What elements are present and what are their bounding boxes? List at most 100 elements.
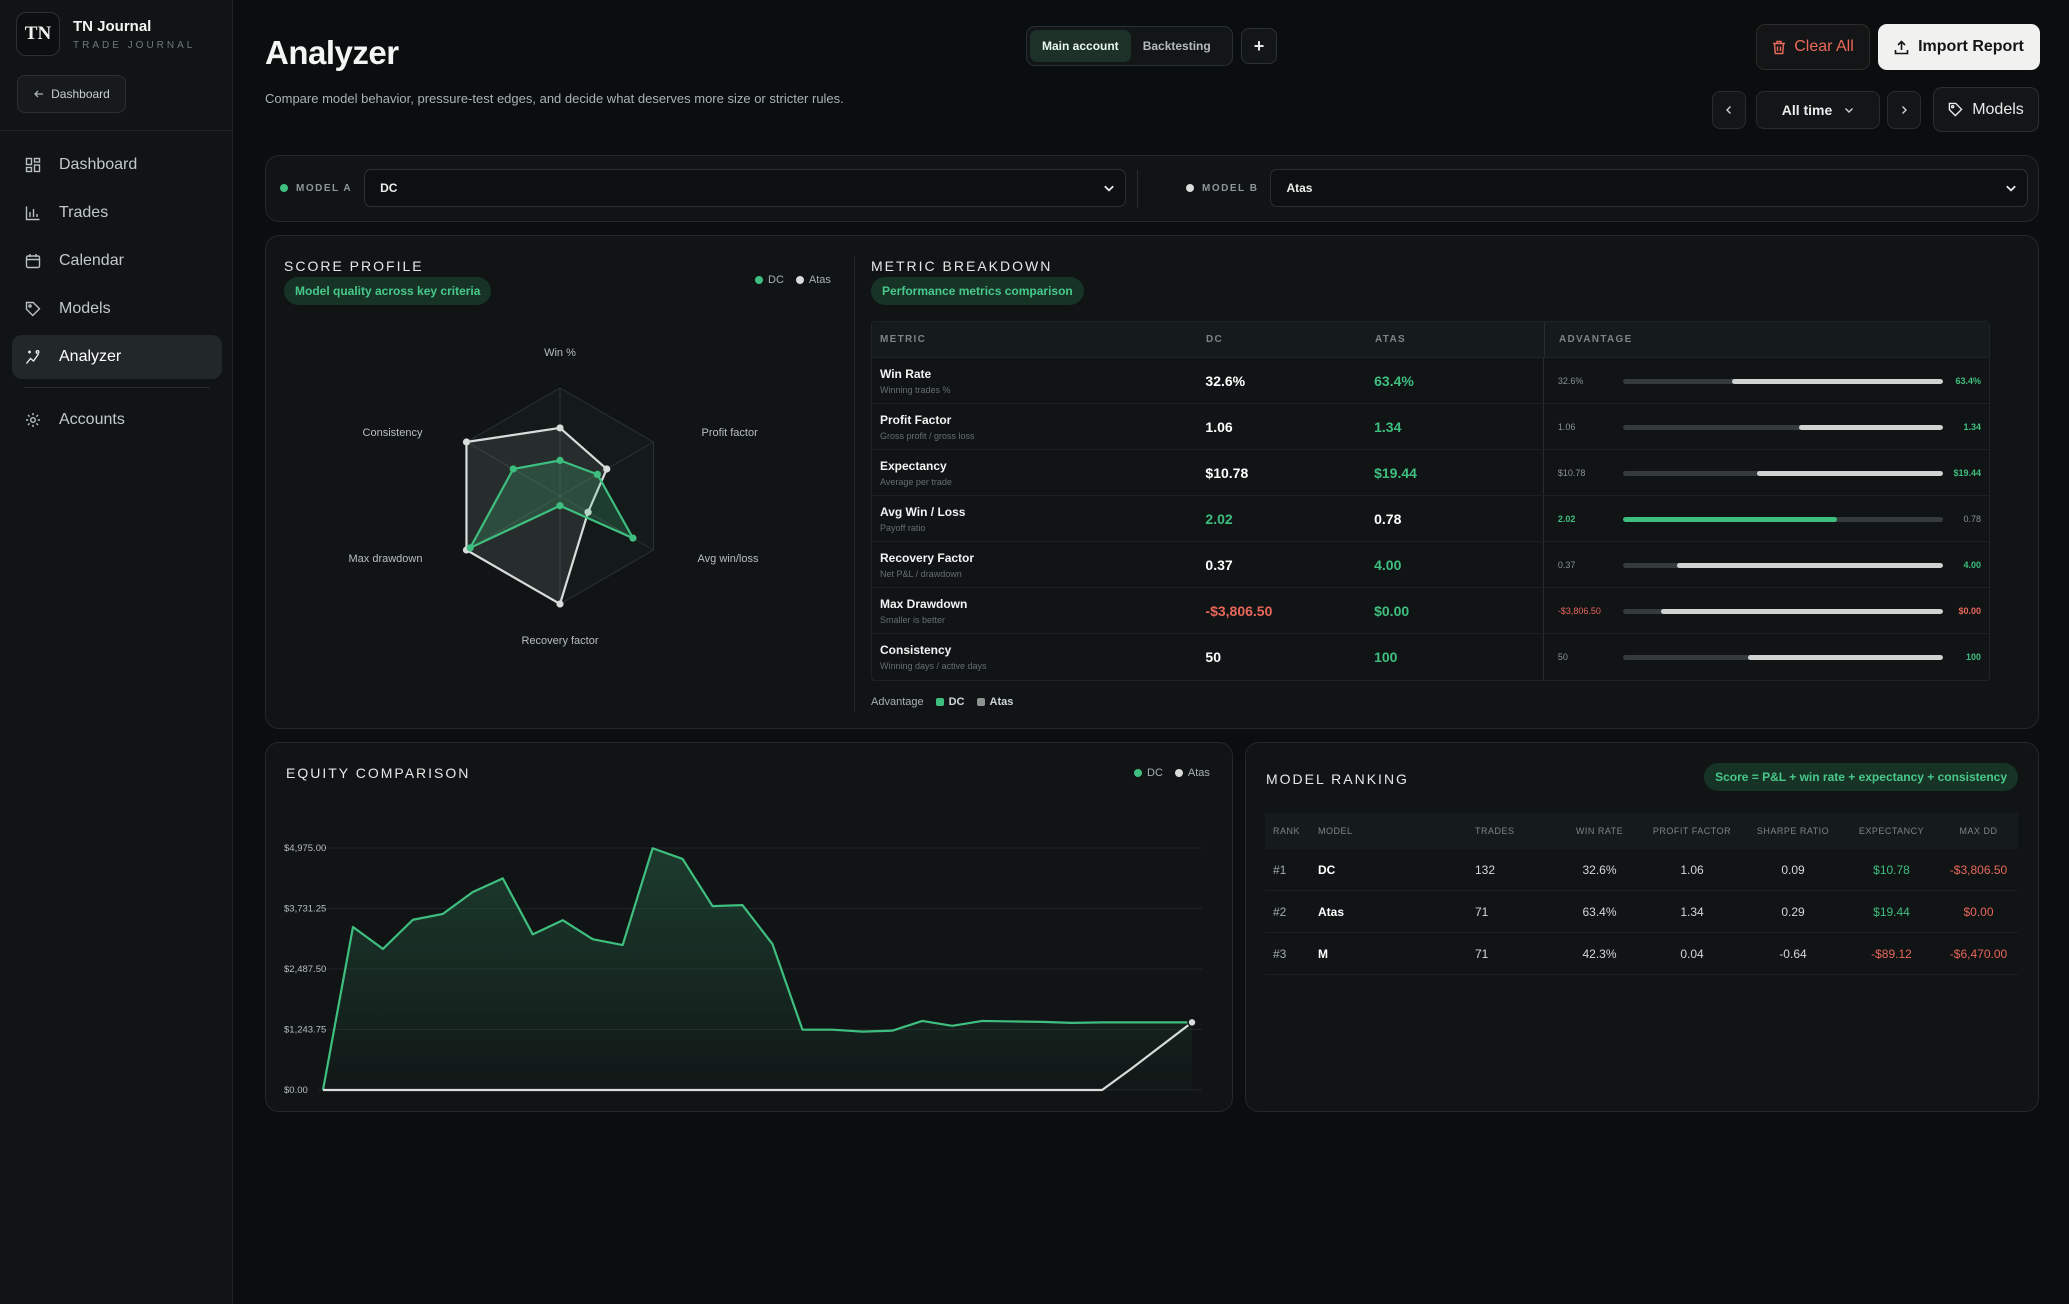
advantage-legend-dc-swatch [935,698,944,706]
score-panel-divider [854,256,855,712]
ranking-cell-pf: 1.34 [1680,904,1704,919]
radar-axis-label: Win % [544,347,576,359]
radar-series [462,424,637,608]
ranking-header-cell: WIN RATE [1575,826,1624,836]
sidebar-item-accounts[interactable]: Accounts [12,398,222,442]
equity-x-tick: May 29 [1170,1106,1202,1107]
legend-label-atas: Atas [1187,767,1210,779]
add-account-button[interactable]: + [1241,28,1277,64]
metric-row: Avg Win / Loss Payoff ratio 2.02 0.78 2.02 0.… [872,496,1989,542]
table-row[interactable]: #3 M 71 42.3% 0.04 -0.64 -$89.12 -$6,470.00 [1265,933,2018,975]
ranking-header-cell: PROFIT FACTOR [1652,826,1732,836]
advantage-cell: 0.37 4.00 [1542,542,1989,587]
arrow-left-icon [34,90,44,98]
chevron-left-icon [1726,106,1731,114]
radar-legend: DC Atas [755,274,831,286]
metric-description: Gross profit / gross loss [880,430,975,441]
metric-description: Payoff ratio [880,522,926,533]
advantage-bar [1622,655,1943,660]
radar-axis-label: Consistency [363,427,423,439]
advantage-legend-atas: Atas [989,696,1014,708]
import-report-button[interactable]: Import Report [1878,24,2040,70]
advantage-bar [1622,563,1943,568]
sidebar-divider [0,130,233,131]
ranking-cell-rank: #3 [1273,946,1287,961]
clear-all-label: Clear All [1794,38,1854,55]
score-profile-title: SCORE PROFILE [284,258,424,274]
sidebar-item-label: Analyzer [59,348,122,365]
ranking-cell-trades: 71 [1475,946,1489,961]
table-row[interactable]: #2 Atas 71 63.4% 1.34 0.29 $19.44 $0.00 [1265,891,2018,933]
ranking-cell-pf: 0.04 [1680,946,1704,961]
table-row[interactable]: #1 DC 132 32.6% 1.06 0.09 $10.78 -$3,806.50 [1265,849,2018,891]
advantage-bar-fill [1661,609,1943,614]
clear-all-button[interactable]: Clear All [1756,24,1870,70]
calendar-icon [25,254,41,269]
ranking-title: MODEL RANKING [1266,771,1409,787]
equity-x-tick: Feb 9 [739,1106,765,1107]
metric-atas-value: 0.78 [1374,510,1402,527]
page-subtitle: Compare model behavior, pressure-test ed… [265,91,844,106]
metric-breakdown-title: METRIC BREAKDOWN [871,258,1053,274]
model-b-dot [1186,184,1194,192]
sidebar-item-trades[interactable]: Trades [12,191,222,235]
models-button-label: Models [1972,100,2024,118]
sidebar-separator [24,387,210,388]
model-a-selector: MODEL A DC [280,169,1127,207]
equity-x-tick: May 15 [1038,1106,1070,1107]
radar-chart: Win % Profit factor Avg win/loss Recovery f… [348,347,759,647]
tab-backtesting[interactable]: Backtesting [1142,39,1211,53]
tag-icon [1948,102,1963,117]
advantage-bar [1622,471,1943,476]
tab-main-account[interactable]: Main account [1030,30,1131,62]
brand[interactable]: TN TN Journal TRADE JOURNAL [16,12,195,56]
advantage-cell: 50 100 [1542,634,1989,680]
advantage-bar [1622,425,1943,430]
models-button[interactable]: Models [1933,87,2039,132]
legend-dot-atas [795,276,804,284]
advantage-legend-label: Advantage [871,696,924,708]
metric-atas-value: 100 [1374,649,1398,665]
metric-cell: Recovery Factor Net P&L / drawdown [872,551,1205,579]
ranking-cell-exp: $19.44 [1873,904,1910,919]
sidebar-item-calendar[interactable]: Calendar [12,239,222,283]
metric-name: Profit Factor [880,412,952,427]
sidebar-item-label: Models [59,300,111,317]
advantage-dc-value: 32.6% [1557,376,1584,386]
ranking-table: RANK MODEL TRADES WIN RATE PROFIT FACTOR SHAR… [1265,813,2018,975]
metric-description: Net P&L / drawdown [880,568,962,579]
metric-name: Expectancy [880,458,947,473]
model-a-label: MODEL A [296,182,353,194]
sidebar-item-label: Calendar [59,252,124,269]
time-range-select[interactable]: All time [1756,91,1880,129]
model-b-label: MODEL B [1202,182,1259,194]
next-range-button[interactable] [1887,91,1921,129]
model-b-select[interactable]: Atas [1270,169,2029,207]
metric-row: Expectancy Average per trade $10.78 $19.44 $… [872,450,1989,496]
metric-row: Consistency Winning days / active days 50 1… [872,634,1989,680]
sidebar-item-dashboard[interactable]: Dashboard [12,143,222,187]
previous-range-button[interactable] [1712,91,1746,129]
back-to-dashboard-button[interactable]: Dashboard [17,75,126,113]
metric-atas-value: 63.4% [1374,372,1414,389]
metric-dc-value: 32.6% [1205,372,1246,389]
metric-atas-value: 1.34 [1374,418,1402,435]
radar-axis-label: Profit factor [702,427,759,439]
metric-description: Smaller is better [880,614,946,625]
sidebar-item-analyzer[interactable]: Analyzer [12,335,222,379]
metric-dc-value: 2.02 [1205,510,1233,527]
ranking-cell-rank: #2 [1273,904,1287,919]
advantage-dc-value: 50 [1557,652,1568,662]
advantage-atas-value: $0.00 [1958,606,1982,616]
equity-y-tick: $4,975.00 [284,843,326,854]
metric-row: Recovery Factor Net P&L / drawdown 0.37 4.0… [872,542,1989,588]
ranking-cell-model: DC [1318,862,1336,877]
metric-dc-value: -$3,806.50 [1205,602,1273,619]
model-a-select[interactable]: DC [364,169,1127,207]
ranking-header-cell: MAX DD [1959,826,1998,836]
sidebar-item-models[interactable]: Models [12,287,222,331]
equity-x-tick: Start [295,1106,318,1107]
header-dc: DC [1206,334,1224,345]
equity-end-point [1187,1017,1197,1028]
metric-name: Consistency [880,643,952,657]
